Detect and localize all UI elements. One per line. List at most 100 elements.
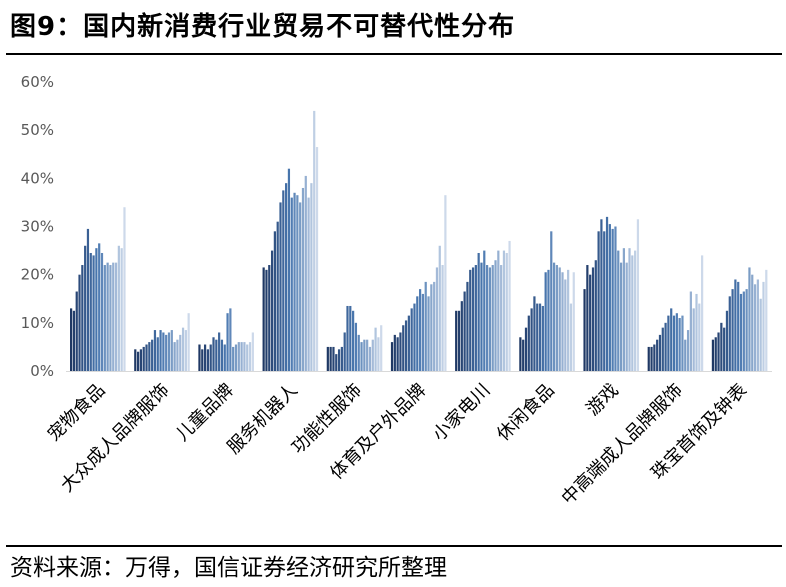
bar (600, 219, 603, 371)
bar (611, 228, 614, 371)
bar (176, 339, 179, 371)
bar (363, 339, 366, 371)
bar (605, 216, 609, 371)
bar (285, 183, 288, 371)
bar (530, 308, 533, 371)
bar (98, 243, 101, 371)
bar (438, 245, 441, 371)
bar (346, 305, 349, 371)
category-label: 中高端成人品牌服饰 (558, 380, 687, 509)
bar (273, 231, 276, 371)
bar (399, 332, 402, 371)
bar (701, 255, 704, 371)
bar-chart: 0%10%20%30%40%50%60%宠物食品大众成人品牌服饰儿童品牌服务机器… (21, 73, 772, 509)
bar (430, 284, 433, 371)
bar (466, 281, 469, 371)
bar (70, 308, 73, 371)
bar (552, 262, 556, 372)
bar (717, 332, 720, 371)
bar (139, 349, 143, 371)
bar (681, 315, 684, 371)
bar (270, 250, 274, 371)
bar (647, 346, 650, 371)
bar (589, 274, 592, 371)
y-tick-label: 10% (21, 314, 54, 332)
bar (212, 337, 215, 371)
bar (120, 248, 123, 371)
bar (594, 260, 597, 371)
bar (603, 231, 606, 371)
bar (413, 303, 416, 371)
bar (433, 281, 436, 371)
bar (748, 267, 751, 371)
bar (488, 267, 492, 371)
bar (658, 334, 662, 372)
bar (112, 262, 115, 372)
category-label: 宠物食品 (44, 380, 110, 446)
bar (686, 330, 690, 371)
bar (237, 342, 240, 371)
bar (86, 228, 90, 371)
y-tick-label: 0% (30, 362, 54, 380)
bar (536, 303, 539, 371)
bar (689, 291, 692, 371)
bar (650, 346, 653, 371)
bar (477, 252, 480, 371)
bar (441, 265, 444, 371)
bar (491, 265, 494, 371)
bar (145, 344, 148, 371)
y-tick-label: 50% (21, 121, 54, 139)
category-label: 游戏 (582, 380, 622, 420)
bar (416, 296, 419, 371)
bar (407, 315, 410, 371)
bar (622, 248, 625, 371)
bar (711, 339, 715, 371)
bar (695, 293, 698, 371)
bar (151, 339, 154, 371)
bar (631, 255, 634, 371)
bar (684, 339, 687, 371)
bar (402, 325, 405, 371)
source-note: 资料来源：万得，国信证券经济研究所整理 (10, 555, 447, 581)
bar (187, 313, 190, 371)
bar (524, 327, 528, 371)
bar (675, 313, 678, 371)
bar (427, 296, 430, 371)
category-label: 大众成人品牌服饰 (57, 380, 174, 497)
bar (608, 224, 611, 371)
bar (497, 250, 500, 371)
bar (307, 197, 310, 371)
bar (343, 332, 346, 371)
bar (84, 245, 87, 371)
bar (81, 265, 84, 371)
bar (340, 346, 343, 371)
bar (268, 265, 271, 371)
bar (636, 219, 640, 371)
bar (742, 291, 745, 371)
bar (597, 231, 600, 371)
bar (123, 207, 126, 371)
bar (142, 346, 145, 371)
bar (723, 327, 726, 371)
source-rule (6, 545, 782, 547)
bar (335, 354, 338, 371)
bar (156, 337, 159, 371)
bar (357, 334, 360, 372)
bar (569, 303, 573, 371)
bar (374, 327, 377, 371)
bar (287, 168, 291, 371)
y-tick-label: 20% (21, 266, 54, 284)
bar (572, 272, 575, 371)
bar (634, 250, 637, 371)
bar (720, 322, 723, 371)
bar (148, 342, 151, 371)
bar (220, 339, 224, 371)
bar (396, 337, 399, 371)
bar (103, 265, 106, 371)
bar (678, 318, 681, 371)
bar (106, 262, 109, 372)
bar (299, 202, 302, 371)
bar (485, 265, 489, 371)
bar (541, 305, 544, 371)
bar (519, 337, 522, 371)
